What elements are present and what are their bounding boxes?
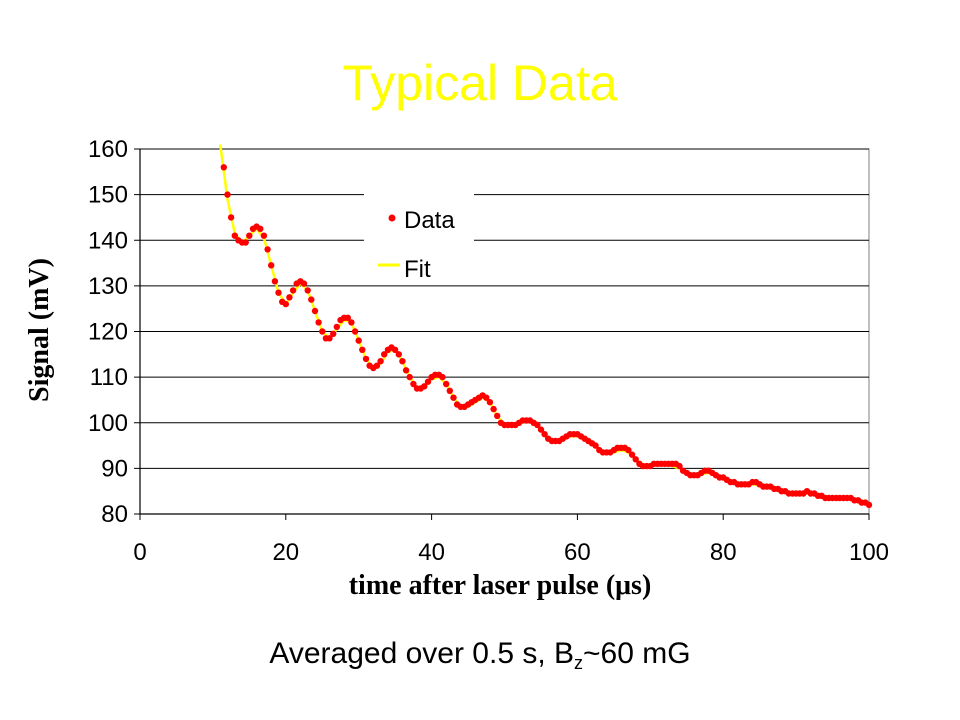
y-tick-label: 120 [88,319,128,346]
data-point [355,337,362,344]
y-tick-label: 130 [88,273,128,300]
x-tick-label: 60 [564,539,591,566]
y-tick-label: 160 [88,136,128,163]
data-point [377,358,384,365]
legend-fit-label: Fit [404,256,431,283]
data-point [286,294,293,301]
data-point [282,300,289,308]
data-point [632,456,639,463]
data-point [242,239,249,246]
data-point [289,287,297,294]
y-axis-title: Signal (mV) [24,258,55,402]
gridlines [139,148,870,515]
data-point [246,232,253,239]
data-point [330,330,337,337]
data-point [391,346,399,353]
x-tick-label: 0 [133,539,146,566]
signal-vs-time-chart: 80 90 100 110 120 130 140 150 160 0 20 40 60 80 100 Da… [24,136,889,601]
data-point [231,232,238,239]
data-point [326,335,333,342]
x-tick-label: 40 [418,539,445,566]
data-point [406,373,413,381]
data-point [537,426,545,433]
data-point [402,367,410,374]
data-point [399,358,406,365]
data-point [220,164,227,171]
data-point [865,501,873,509]
legend-data-label: Data [404,207,455,234]
data-point [308,296,315,303]
data-point [224,191,231,198]
data-point [315,319,322,326]
data-point [625,446,632,454]
caption-subscript: z [574,653,584,673]
data-point [450,394,457,401]
data-point [486,399,494,406]
data-point [271,278,279,285]
data-point [534,421,541,429]
data-point [395,351,402,358]
caption-main: Averaged over 0.5 s, B [269,637,575,670]
data-point [410,380,417,388]
x-axis-title: time after laser pulse (μs) [349,570,652,601]
data-point [344,314,351,321]
data-point [260,232,268,239]
y-tick-label: 140 [88,227,128,254]
data-point [373,362,381,369]
data-point [490,405,497,413]
data-point [628,451,636,458]
y-tick-label: 150 [88,182,128,209]
data-point [351,328,359,335]
slide-title: Typical Data [342,55,618,111]
legend-box [364,193,474,285]
data-point [268,262,275,269]
data-series [220,164,873,509]
data-point [311,307,319,315]
y-tick-label: 110 [90,364,128,391]
data-point [424,378,432,385]
legend-data-marker [388,214,396,222]
data-point [443,380,450,388]
y-tick-label: 90 [101,455,128,482]
y-tick-label: 100 [88,410,128,437]
data-point [421,383,428,390]
data-point [300,280,308,287]
data-point [319,328,326,335]
tick-labels: 80 90 100 110 120 130 140 150 160 0 20 40 60 80 100 [88,136,889,566]
data-point [541,431,548,438]
data-point [227,214,235,221]
data-point [362,355,370,363]
slide-caption: Averaged over 0.5 s, Bz~60 mG [0,636,960,675]
data-point [676,462,683,470]
axes [134,148,870,520]
data-point [264,246,271,253]
data-point [439,373,446,381]
data-point [275,289,282,296]
data-point [359,346,366,353]
x-tick-label: 80 [710,539,737,566]
data-point [333,323,340,331]
x-tick-label: 100 [849,539,889,566]
data-point [592,442,599,449]
data-point [446,387,453,394]
y-tick-label: 80 [101,501,128,528]
data-point [494,412,501,420]
data-point [304,287,311,294]
data-point [348,319,355,326]
caption-value: ~60 mG [583,637,691,670]
x-tick-label: 20 [272,539,299,566]
legend: Data Fit [364,193,474,285]
data-point [257,225,264,232]
data-point [483,394,490,401]
data-point [381,351,388,358]
